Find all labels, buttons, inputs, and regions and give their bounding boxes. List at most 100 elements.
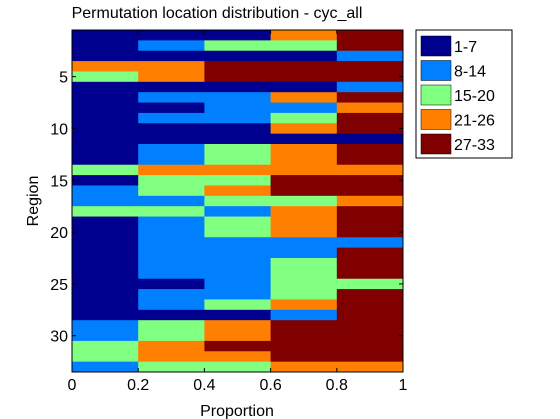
bar-segment — [271, 144, 338, 155]
bar-segment — [204, 144, 271, 155]
bar-segment — [204, 40, 271, 51]
x-tick-label: 0.4 — [193, 377, 215, 394]
bar-segment — [337, 310, 404, 321]
bar-segment — [271, 30, 338, 41]
bar-segment — [138, 103, 205, 114]
bar-segment — [271, 51, 338, 62]
bar-segment — [337, 144, 404, 155]
bar-segment — [204, 206, 271, 217]
bar-segment — [337, 103, 404, 114]
bar-segment — [337, 258, 404, 269]
bar-segment — [138, 40, 205, 51]
bar-segment — [138, 165, 205, 176]
bar-segment — [337, 113, 404, 124]
bar-segment — [271, 113, 338, 124]
bar-segment — [271, 299, 338, 310]
bar-segment — [204, 248, 271, 259]
bar-segment — [337, 351, 404, 362]
bar-segment — [72, 113, 139, 124]
bar-segment — [72, 154, 139, 165]
bar-segment — [72, 103, 139, 114]
bar-segment — [138, 299, 205, 310]
bar-segment — [72, 320, 139, 331]
bar-segment — [204, 227, 271, 238]
bar-segment — [271, 123, 338, 134]
bar-segment — [271, 341, 338, 352]
bar-segment — [138, 144, 205, 155]
bar-segment — [271, 134, 338, 145]
bar-segment — [204, 61, 271, 72]
bar-segment — [138, 92, 205, 103]
y-tick-label: 25 — [50, 277, 68, 294]
bar-segment — [204, 279, 271, 290]
bar-segment — [204, 113, 271, 124]
bar-segment — [72, 351, 139, 362]
legend-label: 15-20 — [454, 88, 495, 105]
bar-segment — [204, 299, 271, 310]
bar-segment — [271, 40, 338, 51]
x-tick-label: 0 — [68, 377, 77, 394]
bar-segment — [337, 341, 404, 352]
bar-segment — [72, 165, 139, 176]
bar-segment — [72, 40, 139, 51]
x-tick-label: 0.6 — [259, 377, 281, 394]
bar-segment — [138, 154, 205, 165]
x-axis-label: Proportion — [200, 403, 274, 419]
bar-segment — [138, 351, 205, 362]
bar-segment — [138, 206, 205, 217]
bar-segment — [72, 144, 139, 155]
bar-segment — [271, 310, 338, 321]
bar-segment — [337, 237, 404, 248]
bar-segment — [337, 196, 404, 207]
y-tick-label: 30 — [50, 329, 68, 346]
bar-segment — [271, 154, 338, 165]
bar-segment — [204, 185, 271, 196]
bar-segment — [72, 82, 139, 93]
bar-segment — [204, 154, 271, 165]
bar-segment — [204, 289, 271, 300]
bar-segment — [72, 71, 139, 82]
bar-segment — [337, 134, 404, 145]
bar-segment — [337, 165, 404, 176]
y-tick-label: 20 — [50, 225, 68, 242]
bar-segment — [138, 310, 205, 321]
legend-label: 8-14 — [454, 64, 486, 81]
bar-segment — [337, 268, 404, 279]
legend-swatch — [421, 85, 451, 105]
bar-segment — [72, 310, 139, 321]
bar-segment — [138, 30, 205, 41]
bar-segment — [138, 61, 205, 72]
bar-segment — [271, 165, 338, 176]
bar-segment — [204, 237, 271, 248]
bar-segment — [337, 71, 404, 82]
bar-segment — [72, 341, 139, 352]
bar-segment — [72, 289, 139, 300]
bar-segment — [138, 248, 205, 259]
bar-segment — [72, 30, 139, 41]
bar-segment — [271, 268, 338, 279]
legend-label: 27-33 — [454, 137, 495, 154]
bar-segment — [204, 134, 271, 145]
bar-segment — [72, 134, 139, 145]
legend-label: 1-7 — [454, 39, 477, 56]
bar-segment — [337, 331, 404, 342]
bar-segment — [72, 51, 139, 62]
bar-segment — [72, 61, 139, 72]
bar-segment — [337, 154, 404, 165]
bar-segment — [138, 51, 205, 62]
y-tick-label: 5 — [59, 70, 68, 87]
y-axis-label: Region — [25, 176, 42, 227]
bar-segment — [204, 165, 271, 176]
bar-segment — [337, 279, 404, 290]
bar-segment — [72, 196, 139, 207]
bar-segment — [72, 185, 139, 196]
bar-segment — [138, 227, 205, 238]
bar-segment — [72, 279, 139, 290]
bar-segment — [271, 248, 338, 259]
bar-segment — [271, 351, 338, 362]
legend-label: 21-26 — [454, 113, 495, 130]
bar-segment — [204, 51, 271, 62]
bar-segment — [271, 175, 338, 186]
bar-segment — [204, 196, 271, 207]
